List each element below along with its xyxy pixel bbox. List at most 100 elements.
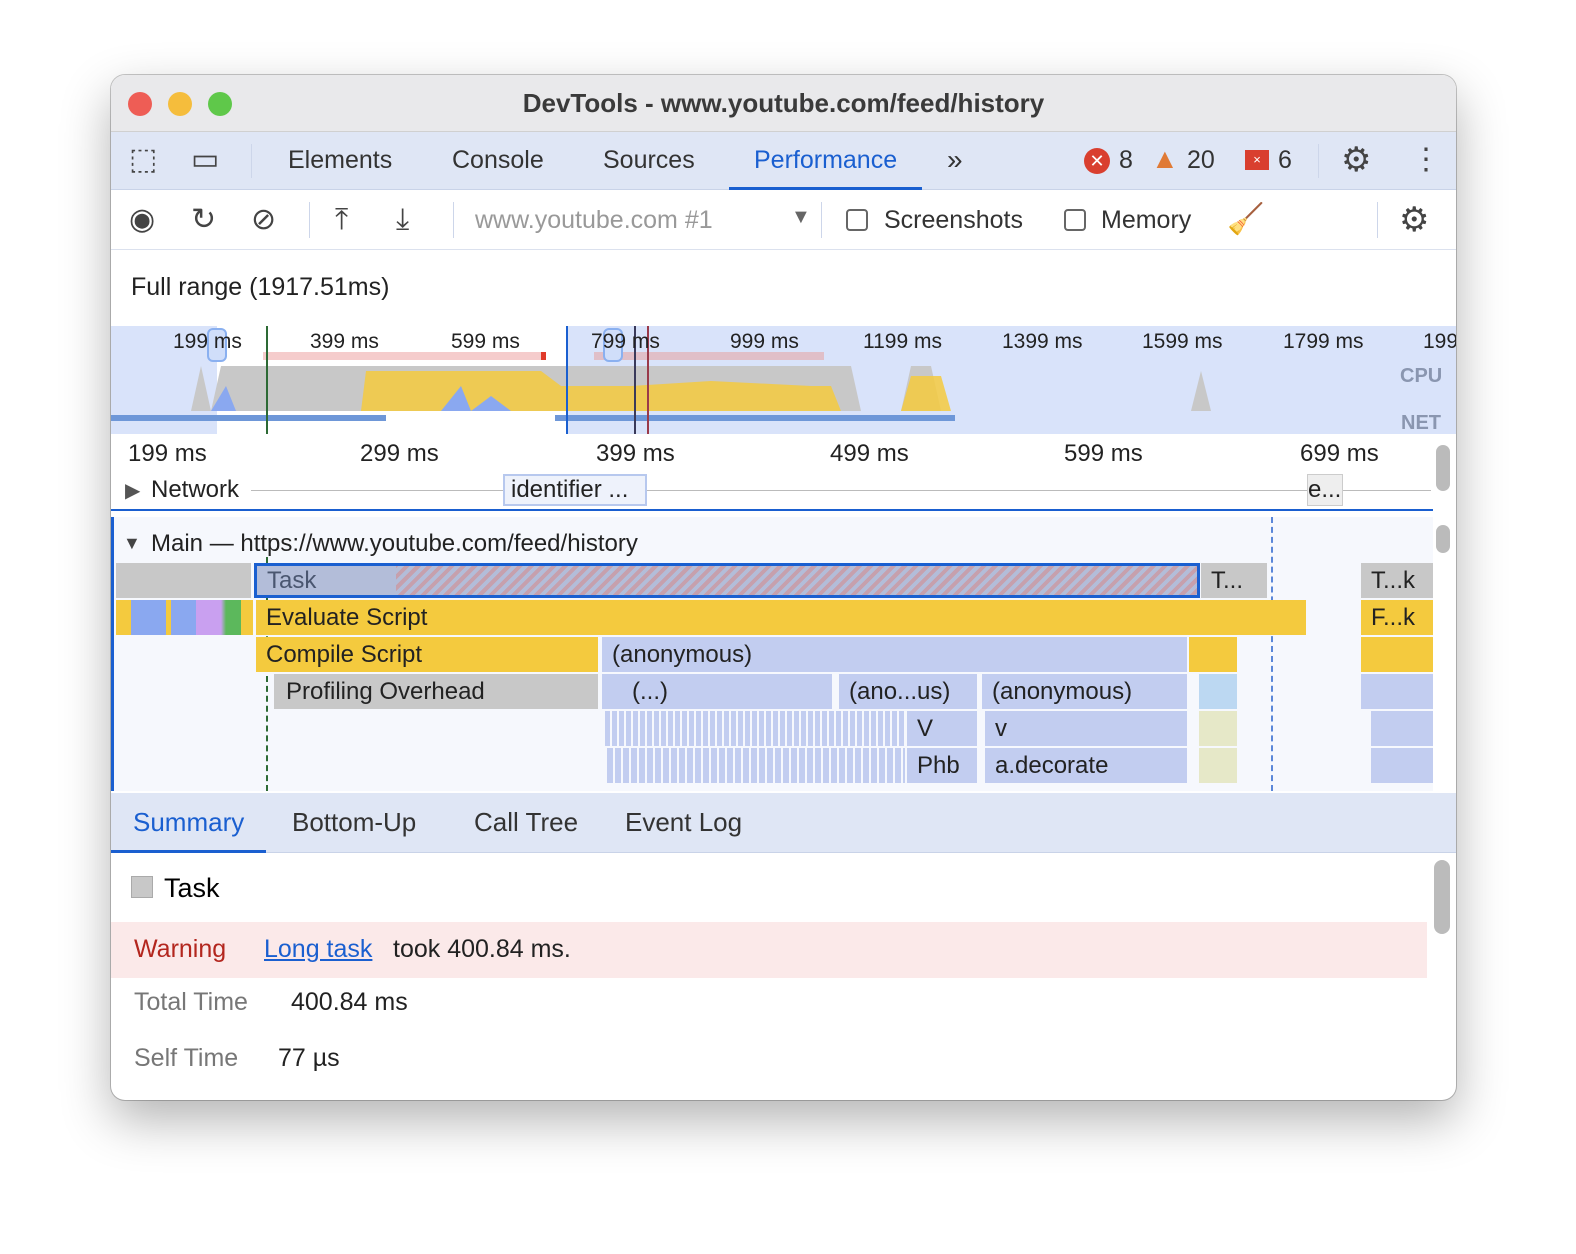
function-block[interactable]: Phb (907, 748, 977, 783)
issues-icon: × (1245, 150, 1269, 170)
self-time-value: 77 µs (278, 1044, 340, 1072)
chevron-down-icon[interactable]: ▼ (791, 206, 811, 228)
target-select[interactable]: www.youtube.com #1 (475, 206, 713, 234)
task-block[interactable]: T... (1201, 563, 1267, 598)
tab-elements[interactable]: Elements (288, 146, 393, 174)
warning-icon: ▲ (1151, 143, 1179, 174)
network-request[interactable]: e... (1307, 474, 1343, 506)
function-block[interactable]: F...k (1361, 600, 1433, 635)
scrollbar-network[interactable] (1436, 445, 1450, 491)
upload-icon[interactable]: ⤒ (335, 203, 349, 236)
timeline-overview[interactable]: 199 ms 399 ms 599 ms 799 ms 999 ms 1199 … (111, 326, 1456, 434)
tab-summary[interactable]: Summary (111, 793, 267, 853)
capture-settings-gear-icon[interactable]: ⚙ (1399, 201, 1430, 239)
long-task-link[interactable]: Long task (264, 935, 373, 963)
overview-tick: 1799 ms (1283, 330, 1364, 353)
overview-tick: 1199 ms (863, 330, 942, 353)
cpu-chart (111, 326, 1211, 434)
main-track[interactable]: ▼ Main — https://www.youtube.com/feed/hi… (111, 517, 1433, 791)
function-block[interactable]: a.decorate (985, 748, 1187, 783)
window-title: DevTools - www.youtube.com/feed/history (522, 88, 1045, 118)
overview-tick: 199 ms (173, 330, 242, 353)
tab-console[interactable]: Console (452, 146, 544, 174)
title-bar: DevTools - www.youtube.com/feed/history (111, 75, 1456, 132)
overview-tick: 599 ms (451, 330, 520, 353)
anonymous-block[interactable]: (ano...us) (839, 674, 977, 709)
anonymous-block[interactable]: (anonymous) (602, 637, 1187, 672)
network-request[interactable]: identifier ... (503, 474, 647, 506)
function-block[interactable]: V (907, 711, 977, 746)
total-time-value: 400.84 ms (291, 988, 408, 1016)
time-ruler: 199 ms 299 ms 399 ms 499 ms 599 ms 699 m… (111, 437, 1431, 471)
task-block-selected[interactable]: Task (254, 563, 1200, 598)
total-time-label: Total Time (134, 988, 248, 1016)
screenshots-checkbox[interactable] (846, 209, 868, 231)
task-block[interactable]: T...k (1361, 563, 1433, 598)
record-icon[interactable]: ◉ (129, 203, 156, 236)
minimize-button[interactable] (168, 92, 192, 116)
inspect-element-icon[interactable]: ⬚ (129, 143, 158, 176)
clear-icon[interactable]: ⊘ (251, 203, 277, 236)
panel-tabs: ⬚ ▭ Elements Console Sources Performance… (111, 132, 1456, 190)
anonymous-block[interactable]: (...) (602, 674, 832, 709)
memory-checkbox[interactable] (1064, 209, 1086, 231)
compile-script-block[interactable]: Compile Script (256, 637, 598, 672)
full-range-label: Full range (1917.51ms) (131, 273, 390, 301)
details-tabs: Summary Bottom-Up Call Tree Event Log (111, 793, 1456, 853)
error-icon: ✕ (1084, 148, 1110, 174)
evaluate-script-block[interactable]: Evaluate Script (256, 600, 1306, 635)
scrollbar-main[interactable] (1436, 525, 1450, 553)
warning-row: Warning Long task took 400.84 ms. (111, 922, 1427, 978)
ruler-tick: 499 ms (830, 440, 909, 467)
task-color-swatch (131, 876, 153, 898)
warning-text: took 400.84 ms. (393, 935, 571, 963)
network-label: Network (151, 476, 240, 503)
error-count[interactable]: 8 (1119, 146, 1133, 174)
tab-call-tree[interactable]: Call Tree (474, 807, 579, 837)
range-handle-left[interactable] (207, 328, 227, 362)
scrollbar-summary[interactable] (1434, 860, 1450, 934)
warning-count[interactable]: 20 (1187, 146, 1215, 174)
ruler-tick: 299 ms (360, 440, 439, 467)
issues-count[interactable]: 6 (1278, 146, 1292, 174)
expand-triangle-icon[interactable]: ▶ (125, 480, 141, 502)
devtools-window: DevTools - www.youtube.com/feed/history … (111, 75, 1456, 1100)
download-icon[interactable]: ⤓ (396, 203, 410, 236)
warning-label: Warning (134, 935, 227, 963)
main-thread-label: Main — https://www.youtube.com/feed/hist… (151, 530, 638, 557)
overview-tick: 399 ms (310, 330, 379, 353)
profiling-overhead-block[interactable]: Profiling Overhead (274, 674, 598, 709)
overview-tick: 999 ms (730, 330, 799, 353)
performance-toolbar: ◉ ↻ ⊘ ⤒ ⤓ www.youtube.com #1 ▼ Screensho… (111, 190, 1456, 250)
tab-performance[interactable]: Performance (729, 132, 923, 190)
tab-event-log[interactable]: Event Log (625, 807, 743, 837)
overview-tick: 199 (1423, 330, 1456, 353)
more-options-icon[interactable]: ⋮ (1411, 143, 1441, 176)
cpu-label: CPU (1400, 365, 1443, 387)
self-time-label: Self Time (134, 1044, 239, 1072)
ruler-tick: 199 ms (128, 440, 207, 467)
tab-bottom-up[interactable]: Bottom-Up (292, 807, 417, 837)
ruler-tick: 699 ms (1300, 440, 1379, 467)
reload-record-icon[interactable]: ↻ (191, 203, 217, 236)
summary-panel: Task Warning Long task took 400.84 ms. T… (111, 854, 1427, 1100)
memory-label: Memory (1101, 206, 1192, 234)
screenshots-label: Screenshots (884, 206, 1023, 234)
net-label: NET (1401, 412, 1441, 434)
device-toolbar-icon[interactable]: ▭ (191, 143, 220, 176)
range-handle-right[interactable] (603, 328, 623, 362)
overview-tick: 799 ms (591, 330, 660, 353)
overview-tick: 1599 ms (1142, 330, 1223, 353)
overview-tick: 1399 ms (1002, 330, 1083, 353)
network-track[interactable]: ▶ Network identifier ... e... (111, 471, 1433, 511)
more-tabs-icon[interactable]: » (947, 144, 963, 175)
anonymous-block[interactable]: (anonymous) (982, 674, 1187, 709)
function-block[interactable]: v (985, 711, 1187, 746)
settings-gear-icon[interactable]: ⚙ (1341, 141, 1372, 179)
collapse-triangle-icon[interactable]: ▼ (123, 533, 141, 553)
close-button[interactable] (128, 92, 152, 116)
ruler-tick: 399 ms (596, 440, 675, 467)
maximize-button[interactable] (208, 92, 232, 116)
tab-sources[interactable]: Sources (603, 146, 695, 174)
garbage-collect-broom-icon[interactable]: 🧹 (1227, 203, 1265, 236)
